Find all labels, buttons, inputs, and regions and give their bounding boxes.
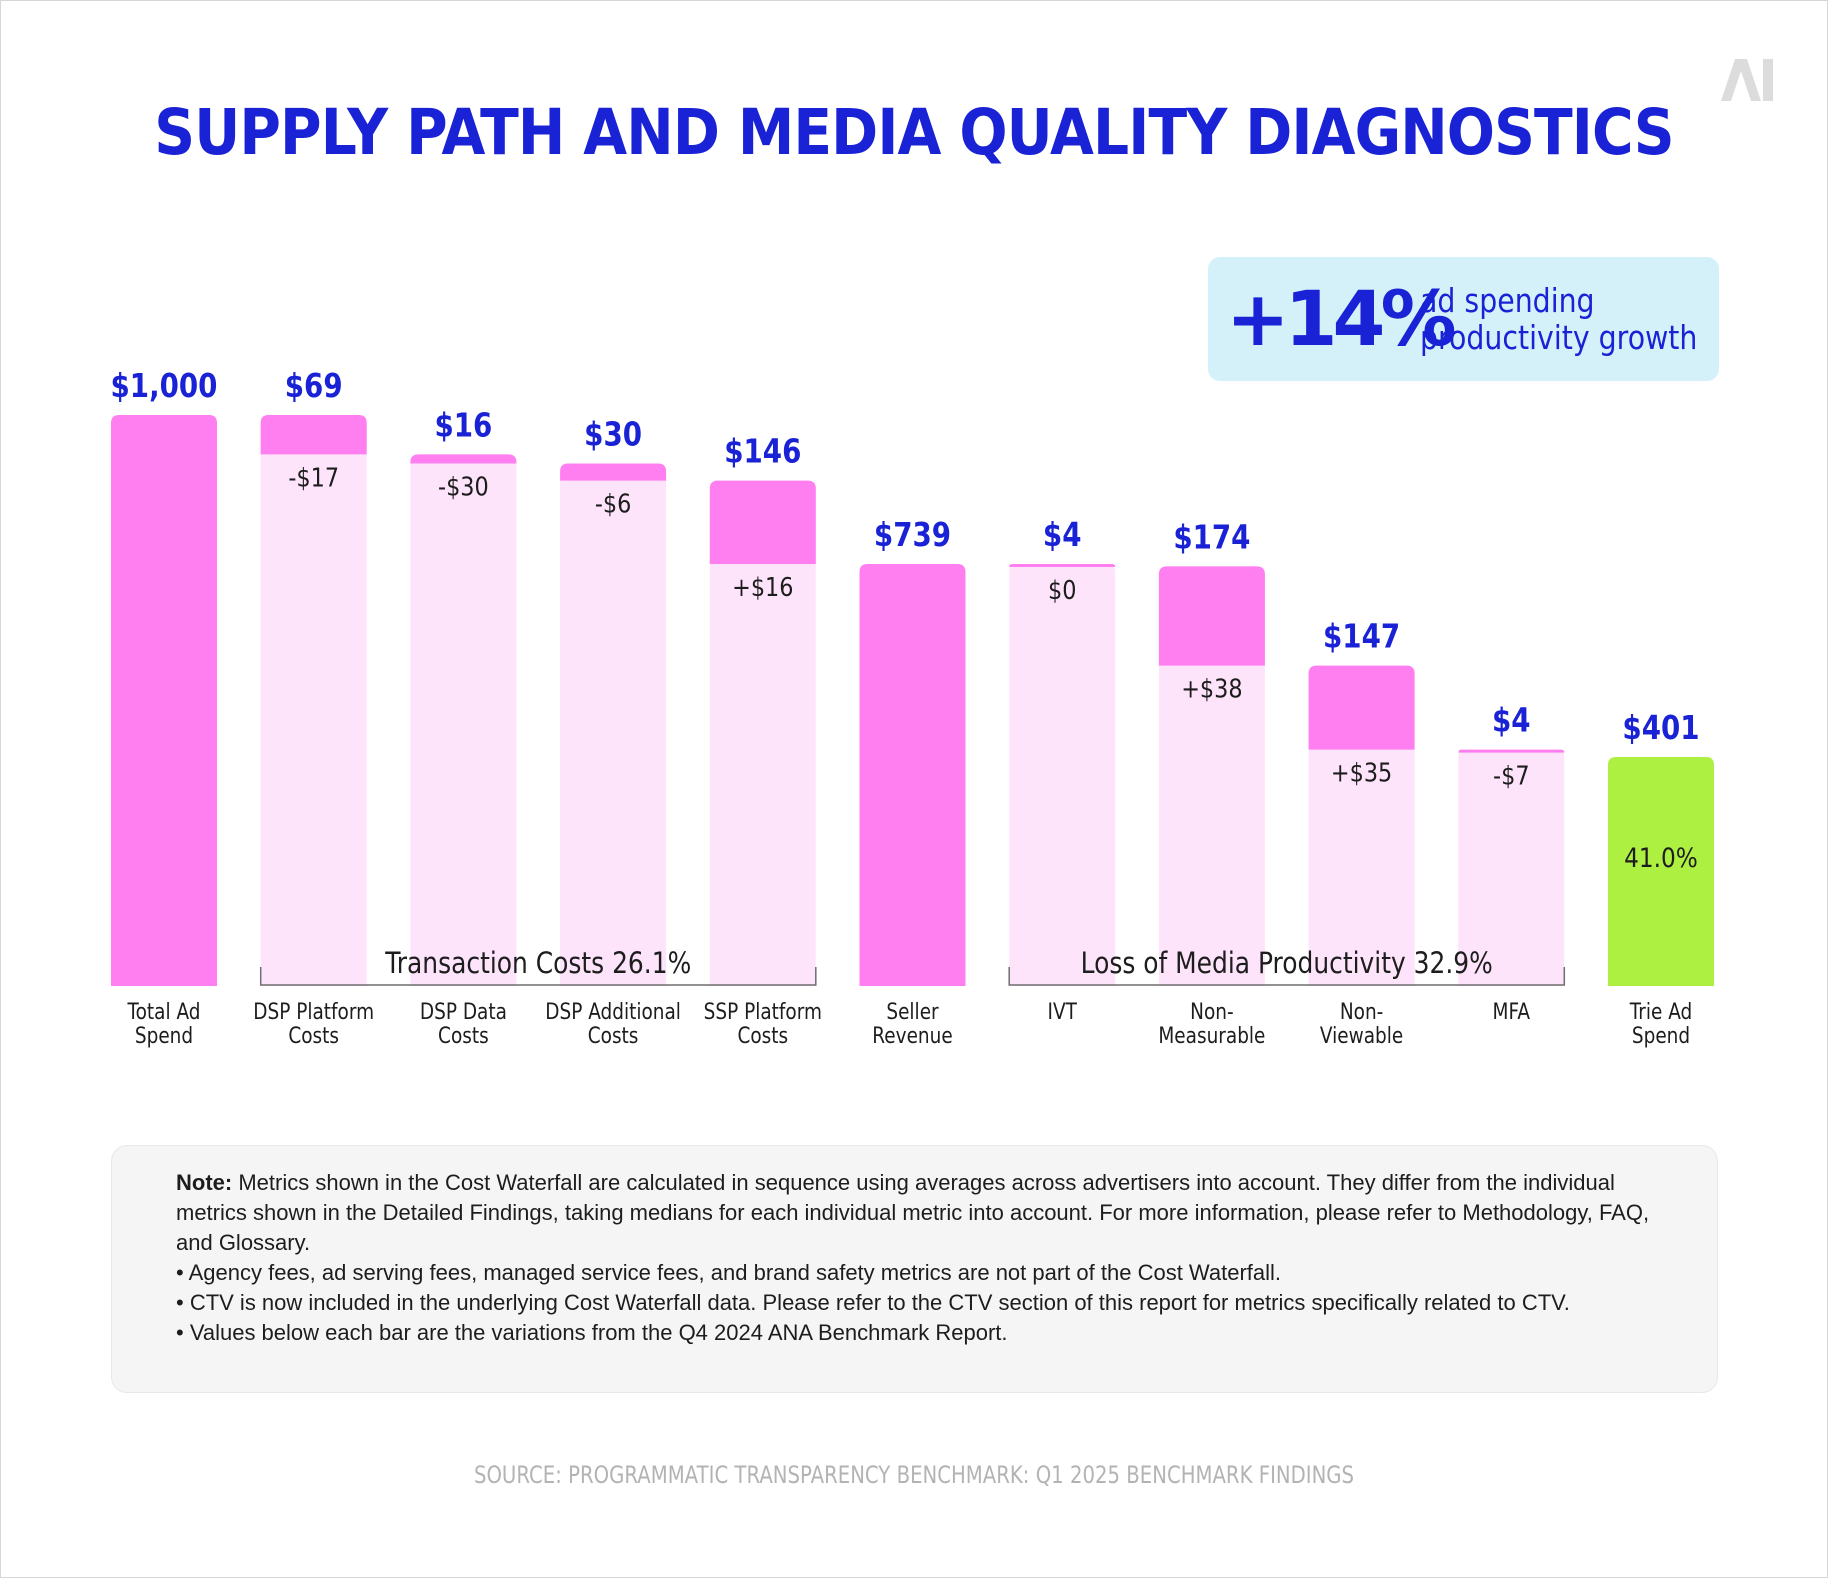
callout-description: ad spending productivity growth [1420,281,1698,357]
note-label: Note: [176,1170,233,1195]
category-label: Non- [1340,998,1383,1024]
value-label: $4 [1043,517,1082,555]
category-label: Non- [1190,998,1233,1024]
note-text: Metrics shown in the Cost Waterfall are … [176,1170,1650,1255]
variation-label: -$6 [595,488,632,519]
variation-label: +$16 [732,571,793,602]
callout-line-1: ad spending [1420,281,1595,320]
category-label: IVT [1048,998,1078,1024]
value-label: $69 [285,368,343,406]
category-label: Revenue [872,1022,952,1048]
bar-background [1458,749,1565,986]
bar-segment [260,415,367,455]
category-label: Costs [588,1022,639,1048]
category-label: DSP Platform [253,998,374,1024]
category-label: DSP Additional [545,998,681,1024]
total-bar [859,564,966,986]
variation-label: +$38 [1181,673,1242,704]
variation-label: -$17 [288,462,339,493]
group-bracket [259,967,817,986]
value-label: $146 [724,433,801,471]
value-label: $4 [1492,702,1531,740]
bar-background [260,415,367,986]
variation-label: $0 [1048,574,1076,605]
note-paragraph: Note: Metrics shown in the Cost Waterfal… [176,1168,1653,1258]
value-label: $174 [1173,519,1250,557]
source-footnote: SOURCE: PROGRAMMATIC TRANSPARENCY BENCHM… [473,1461,1355,1489]
page-title: SUPPLY PATH AND MEDIA QUALITY DIAGNOSTIC… [154,96,1674,169]
bar-background [1158,566,1265,986]
bar-segment [1009,564,1116,568]
value-label: $401 [1622,710,1699,748]
category-label: SSP Platform [704,998,822,1024]
bar-segment [1458,749,1565,753]
category-label: Viewable [1320,1022,1403,1048]
variation-label: -$7 [1493,760,1530,791]
note-bullet: • Values below each bar are the variatio… [176,1320,1008,1345]
brand-logo: AI [1721,59,1773,101]
category-label: DSP Data [420,998,507,1024]
category-label: Seller [886,998,939,1024]
value-label: $30 [584,416,642,454]
category-label: Measurable [1158,1022,1265,1048]
variation-label: -$30 [438,471,489,502]
bar-background [1009,564,1116,986]
category-label: Spend [1632,1022,1690,1048]
callout-value: +14% [1226,274,1457,363]
total-bar [111,415,217,986]
group-label: Transaction Costs 26.1% [384,947,691,980]
bar-segment [560,463,667,481]
category-label: Costs [438,1022,489,1048]
value-label: $739 [874,517,951,555]
percentage-label: 41.0% [1624,842,1698,873]
growth-callout: +14% ad spending productivity growth [1208,257,1719,381]
category-label: Trie Ad [1629,998,1692,1024]
group-bracket [1008,967,1566,986]
value-label: $147 [1323,618,1400,656]
category-label: Spend [135,1022,193,1048]
category-label: MFA [1493,998,1531,1024]
bar-segment [709,480,816,565]
value-label: $1,000 [111,368,218,406]
bar-background [560,463,667,986]
category-label: Costs [737,1022,788,1048]
bar-background [410,454,517,986]
bar-background [709,480,816,986]
value-label: $16 [434,407,492,445]
bar-segment [1158,566,1265,666]
note-bullet: • CTV is now included in the underlying … [176,1290,1570,1315]
variation-label: +$35 [1331,757,1392,788]
category-label: Total Ad [127,998,201,1024]
bar-segment [410,454,517,464]
category-label: Costs [288,1022,339,1048]
bar-segment [1308,665,1415,750]
group-label: Loss of Media Productivity 32.9% [1081,947,1493,980]
note-box: Note: Metrics shown in the Cost Waterfal… [111,1145,1718,1393]
callout-line-2: productivity growth [1420,318,1698,357]
note-bullet: • Agency fees, ad serving fees, managed … [176,1260,1282,1285]
result-bar [1608,757,1714,986]
